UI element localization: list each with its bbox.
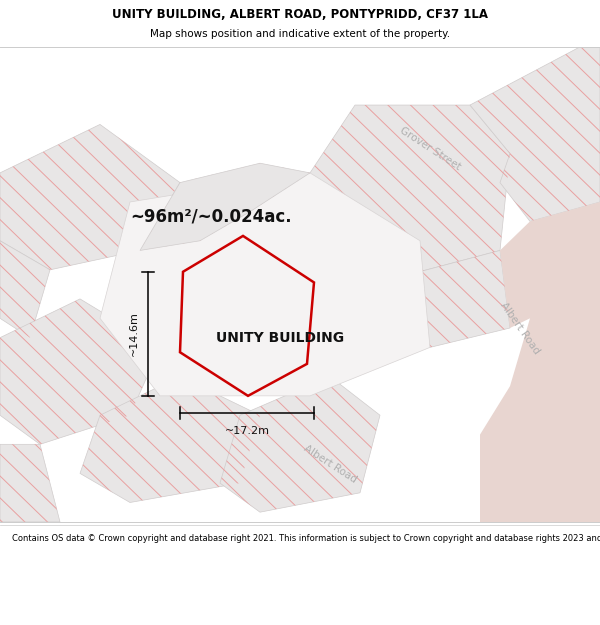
Text: UNITY BUILDING: UNITY BUILDING [216, 331, 344, 345]
Polygon shape [100, 173, 430, 396]
Text: Albert Road: Albert Road [302, 443, 358, 484]
Polygon shape [0, 124, 180, 270]
Text: ~14.6m: ~14.6m [129, 311, 139, 356]
Text: Grover Street: Grover Street [398, 125, 462, 172]
Polygon shape [470, 47, 600, 221]
Text: UNITY BUILDING, ALBERT ROAD, PONTYPRIDD, CF37 1LA: UNITY BUILDING, ALBERT ROAD, PONTYPRIDD,… [112, 8, 488, 21]
Polygon shape [390, 251, 510, 348]
Text: ~17.2m: ~17.2m [224, 426, 269, 436]
Text: Contains OS data © Crown copyright and database right 2021. This information is : Contains OS data © Crown copyright and d… [12, 534, 600, 543]
Polygon shape [0, 241, 50, 338]
Text: Albert Road: Albert Road [499, 300, 542, 356]
Polygon shape [310, 105, 510, 279]
Polygon shape [80, 376, 260, 503]
Polygon shape [220, 376, 380, 512]
Polygon shape [0, 444, 60, 522]
Text: Map shows position and indicative extent of the property.: Map shows position and indicative extent… [150, 29, 450, 39]
Polygon shape [0, 299, 160, 444]
Polygon shape [140, 163, 310, 251]
Text: ~96m²/~0.024ac.: ~96m²/~0.024ac. [130, 208, 292, 226]
Polygon shape [480, 434, 600, 522]
Polygon shape [480, 202, 600, 522]
